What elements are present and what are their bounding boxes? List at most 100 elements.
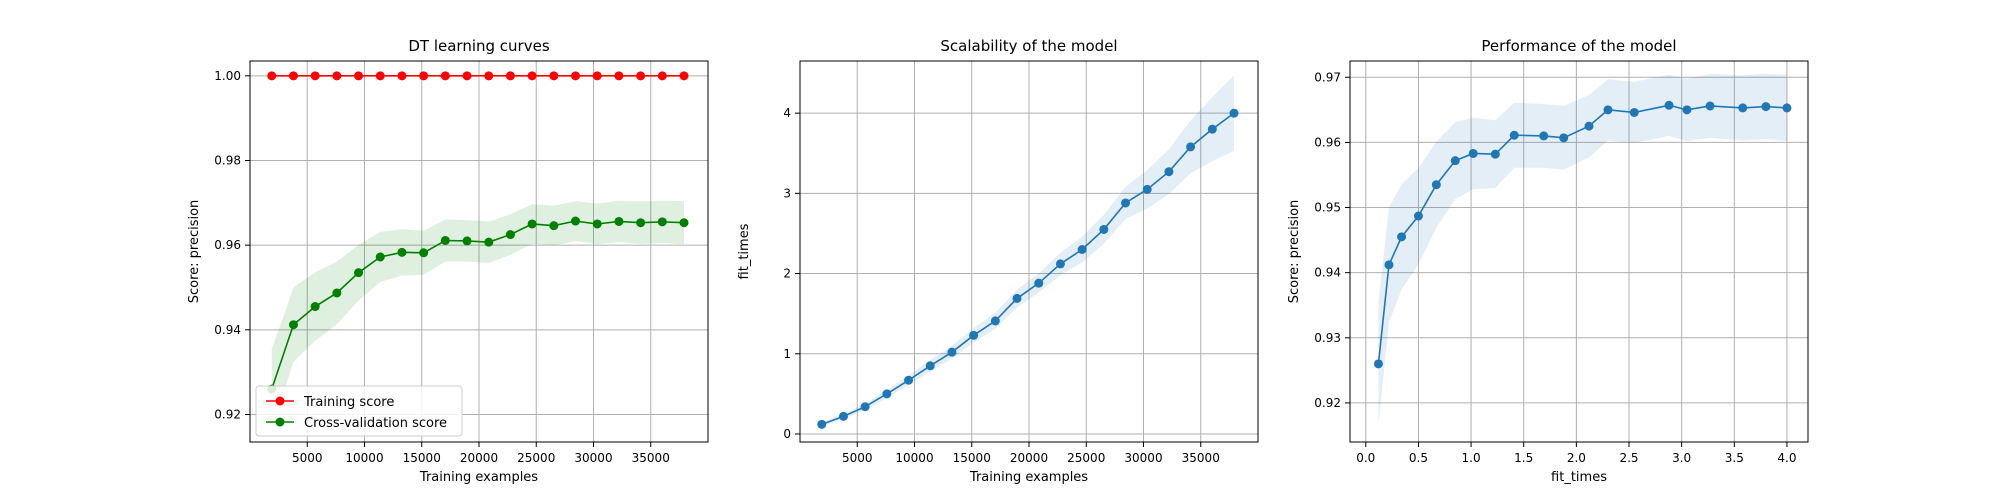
y-tick-label: 0.97 (1314, 70, 1341, 84)
chart-2: 5000 10000 15000 20000 25000 30000 35000 0 1 2 3 4 S… (737, 37, 1259, 485)
x-tick-label: 10000 (345, 451, 383, 465)
data-point (397, 247, 407, 257)
chart-title: DT learning curves (408, 37, 549, 55)
data-point (1121, 198, 1131, 208)
legend-label: Training score (303, 395, 394, 410)
y-tick-label: 0.92 (214, 407, 241, 421)
data-point (614, 216, 624, 226)
x-axis-label: fit_times (1551, 470, 1607, 485)
data-point (1761, 102, 1771, 112)
data-point (267, 71, 277, 81)
data-point (657, 71, 667, 81)
data-point (1413, 211, 1423, 221)
x-axis-label: Training examples (969, 470, 1088, 485)
y-tick-label: 3 (783, 186, 791, 200)
x-tick-label: 2.0 (1567, 451, 1586, 465)
y-tick-label: 0.94 (1314, 266, 1341, 280)
data-point (375, 252, 385, 262)
chart-1: 5000 10000 15000 20000 25000 30000 35000 0.92 0.… (187, 37, 709, 485)
x-tick-label: 15000 (403, 451, 441, 465)
legend-marker (275, 396, 285, 406)
data-point (332, 288, 342, 298)
data-point (375, 71, 385, 81)
x-tick-label: 3.0 (1672, 451, 1691, 465)
data-point (1705, 101, 1715, 111)
x-tick-label: 0.0 (1356, 451, 1375, 465)
data-point (1397, 232, 1407, 242)
x-tick-label: 25000 (517, 451, 555, 465)
data-point (1384, 260, 1394, 270)
data-point (549, 71, 559, 81)
data-point (838, 411, 848, 421)
data-point (397, 71, 407, 81)
x-tick-label: 0.5 (1409, 451, 1428, 465)
data-point (1584, 121, 1594, 131)
y-tick-label: 0 (783, 427, 791, 441)
data-point (1229, 108, 1239, 118)
data-point (462, 236, 472, 246)
x-tick-label: 2.5 (1619, 451, 1638, 465)
data-point (1373, 359, 1383, 369)
data-point (505, 230, 515, 240)
std-band-1 (821, 75, 1235, 426)
data-point (1450, 156, 1460, 166)
x-tick-label: 10000 (895, 451, 933, 465)
data-point (440, 71, 450, 81)
data-point (310, 302, 320, 312)
data-point (505, 71, 515, 81)
y-tick-label: 0.96 (1314, 135, 1341, 149)
data-point (332, 71, 342, 81)
axes-frame (1349, 60, 1809, 443)
data-point (549, 221, 559, 231)
data-point (636, 71, 646, 81)
x-tick-label: 1.0 (1462, 451, 1481, 465)
x-tick-label: 4.0 (1777, 451, 1796, 465)
x-tick-label: 25000 (1067, 451, 1105, 465)
data-point (1738, 103, 1748, 113)
data-point (614, 71, 624, 81)
y-tick-label: 4 (783, 106, 791, 120)
data-point (969, 330, 979, 340)
y-tick-label: 0.98 (214, 153, 241, 167)
y-tick-label: 0.93 (1314, 331, 1341, 345)
data-point (679, 71, 689, 81)
chart-3: 0.0 0.5 1.0 1.5 2.0 2.5 3.0 3.5 4.0 0.92 0.93 0.94 0… (1287, 37, 1809, 485)
x-tick-label: 20000 (1010, 451, 1048, 465)
data-point (1431, 180, 1441, 190)
data-point (860, 402, 870, 412)
y-tick-label: 0.94 (214, 323, 241, 337)
std-band-1 (1378, 74, 1787, 426)
data-point (1629, 107, 1639, 117)
y-tick-label: 0.96 (214, 238, 241, 252)
chart-title: Scalability of the model (940, 37, 1117, 55)
data-point (904, 375, 914, 385)
data-point (571, 71, 581, 81)
data-point (288, 71, 298, 81)
data-point (1664, 100, 1674, 110)
data-point (1055, 259, 1065, 269)
data-point (636, 218, 646, 228)
legend-marker (275, 417, 285, 427)
x-tick-label: 1.5 (1514, 451, 1533, 465)
x-tick-label: 5000 (842, 451, 873, 465)
data-point (817, 419, 827, 429)
data-point (882, 389, 892, 399)
data-point (1099, 224, 1109, 234)
data-point (947, 347, 957, 357)
x-tick-label: 30000 (1124, 451, 1162, 465)
data-point (419, 248, 429, 258)
data-point (1012, 293, 1022, 303)
data-point (288, 320, 298, 330)
x-tick-label: 5000 (292, 451, 323, 465)
data-point (1468, 148, 1478, 158)
data-point (1207, 124, 1217, 134)
x-tick-label: 20000 (460, 451, 498, 465)
x-tick-label: 30000 (574, 451, 612, 465)
data-point (484, 237, 494, 247)
data-point (592, 71, 602, 81)
y-tick-label: 0.95 (1314, 201, 1341, 215)
data-point (484, 71, 494, 81)
data-point (679, 218, 689, 228)
data-point (1682, 105, 1692, 115)
